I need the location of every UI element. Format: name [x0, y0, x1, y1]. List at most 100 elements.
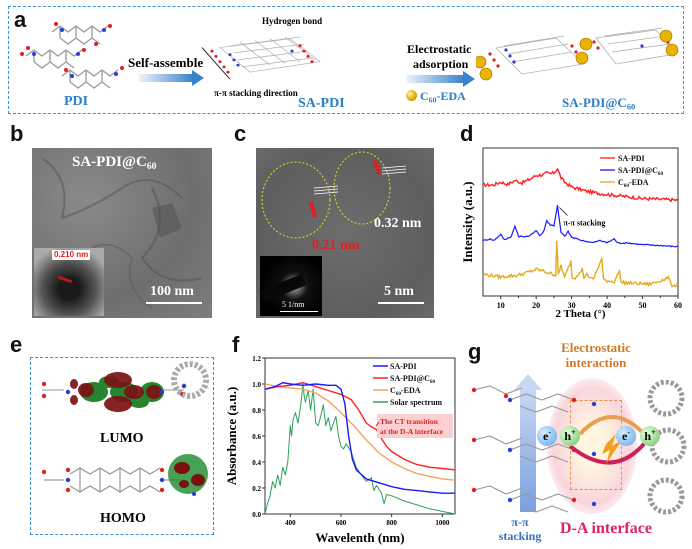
- pi-pi-stacking-label: π-π stacking: [498, 515, 542, 543]
- xrd-series-0: [482, 167, 679, 203]
- homo-label: HOMO: [100, 511, 146, 526]
- self-assemble-arrowhead: [192, 70, 204, 86]
- legend-label: SA-PDI: [390, 362, 417, 371]
- panel-a-label: a: [14, 7, 27, 32]
- c60-balls: [476, 29, 679, 81]
- scale-bar-label-c: 5 nm: [384, 284, 414, 299]
- lattice-circle-2: [333, 151, 391, 225]
- lumo-orbital: [41, 361, 209, 412]
- panel-f-label: f: [232, 332, 240, 357]
- sa-pdi-stack: [201, 36, 321, 80]
- electrostatic-arrow: [406, 75, 464, 83]
- tem-title-b: SA-PDI@C60: [72, 154, 157, 172]
- absorbance-series-1: [264, 382, 456, 471]
- x-axis-label: Wavelenth (nm): [315, 530, 404, 545]
- self-assemble-label: Self-assemble: [128, 55, 204, 70]
- lattice-marker-red-1: [308, 201, 318, 219]
- scale-bar-b: [146, 302, 202, 304]
- light-bolt-icon: [602, 434, 622, 464]
- y-tick-label: 1.2: [252, 355, 261, 363]
- legend-label: C60-EDA: [390, 386, 421, 397]
- panel-c-label: c: [234, 121, 247, 146]
- legend-label: SA-PDI: [618, 154, 645, 163]
- c60-ball-icon: [406, 90, 417, 101]
- x-tick-label: 50: [639, 301, 647, 310]
- y-axis-label: Intensity (a.u.): [460, 181, 475, 262]
- sa-pdi-c60-stack: [476, 27, 679, 81]
- electron-acceptor-badge: e-: [616, 426, 636, 446]
- legend-label: SA-PDI@C60: [390, 374, 435, 385]
- lumo-label: LUMO: [100, 431, 144, 446]
- y-tick-label: 0.8: [252, 407, 261, 415]
- plot-frame: [482, 147, 679, 297]
- hrtem-inset-b: 0.210 nm: [34, 248, 104, 316]
- x-tick-label: 800: [386, 519, 397, 527]
- annotation-arrow: [559, 207, 568, 216]
- x-tick-label: 20: [532, 301, 540, 310]
- y-tick-label: 0.6: [252, 433, 261, 441]
- panel-b-label: b: [10, 121, 24, 146]
- y-tick-label: 0.4: [252, 459, 261, 467]
- absorbance-series-2: [264, 383, 456, 481]
- tem-image-c: 0.21 nm 0.32 nm 5 1/nm 5 nm: [256, 148, 434, 318]
- legend-label: Solar spectrum: [390, 398, 442, 407]
- lattice-marker-b: [57, 275, 73, 284]
- pdi-molecules: [20, 22, 124, 89]
- x-tick-label: 400: [285, 519, 296, 527]
- xrd-series-1: [482, 205, 679, 248]
- panel-e-label: e: [10, 332, 23, 357]
- sa-pdi-c60-label: SA-PDI@C60: [562, 95, 636, 112]
- hole-transfer-arrow: [578, 415, 646, 436]
- c60-cage-homo: [168, 454, 208, 496]
- beam-stop: [259, 273, 307, 303]
- electron-transfer-arrow: [568, 442, 646, 465]
- c60-cage-lumo: [171, 361, 209, 399]
- hole-donor-badge: h+: [560, 426, 580, 446]
- pdi-stack-g: [473, 385, 575, 513]
- lattice-fringes-1: [313, 185, 339, 195]
- saed-inset-c: 5 1/nm: [259, 256, 322, 316]
- y-tick-label: 0.2: [252, 485, 261, 493]
- donor-acceptor-scheme: [471, 380, 687, 515]
- x-axis-label: 2 Theta (°): [555, 308, 605, 320]
- scale-bar-c: [378, 302, 424, 304]
- legend-label: C60-EDA: [618, 178, 649, 189]
- hydrogen-bond-label: Hydrogen bond: [262, 16, 323, 26]
- saed-scale-label: 5 1/nm: [282, 300, 305, 309]
- electrostatic-label: Electrostatic: [407, 42, 472, 56]
- xrd-series-2: [482, 240, 679, 288]
- spacing-label-red-c: 0.21 nm: [312, 238, 360, 253]
- panel-a-frame: [8, 6, 684, 114]
- annotation-arrow: [375, 421, 380, 427]
- saed-scale-bar: [280, 311, 318, 312]
- hrtem-overlay-c: [261, 151, 407, 239]
- legend-label: SA-PDI@C60: [618, 166, 663, 177]
- y-tick-label: 0.0: [252, 511, 261, 519]
- absorbance-series-3: [264, 383, 456, 515]
- lattice-spacing-label-b: 0.210 nm: [52, 250, 91, 260]
- hole-acceptor-badge: h+: [640, 426, 660, 446]
- xrd-chart: 10 20 30 40 50 60 2 Theta (°) Intensity (a.u.) S…: [460, 147, 682, 320]
- tem-texture-b: [41, 157, 203, 309]
- x-tick-label: 10: [497, 301, 505, 310]
- annotation-background: [377, 414, 453, 438]
- panel-e-frame: [30, 357, 214, 535]
- electron-donor-badge: e-: [537, 426, 557, 446]
- pdi-label: PDI: [64, 94, 89, 109]
- c60-eda-legend: C60-EDA: [406, 89, 466, 104]
- electrostatic-interaction-label: Electrostatic interaction: [561, 340, 631, 370]
- adsorption-label: adsorption: [413, 57, 469, 71]
- annotation-line-2: at the D-A interface: [380, 427, 444, 436]
- stacking-arrow-head: [514, 374, 542, 390]
- pdi-molecule: [25, 25, 119, 89]
- x-tick-label: 1000: [435, 519, 450, 527]
- lattice-fringes-2: [381, 165, 407, 175]
- stacking-direction-label: π-π stacking direction: [214, 88, 298, 98]
- x-tick-label: 30: [568, 301, 576, 310]
- absorbance-series-0: [264, 382, 455, 494]
- x-tick-label: 600: [336, 519, 347, 527]
- electrostatic-arrowhead: [463, 71, 475, 87]
